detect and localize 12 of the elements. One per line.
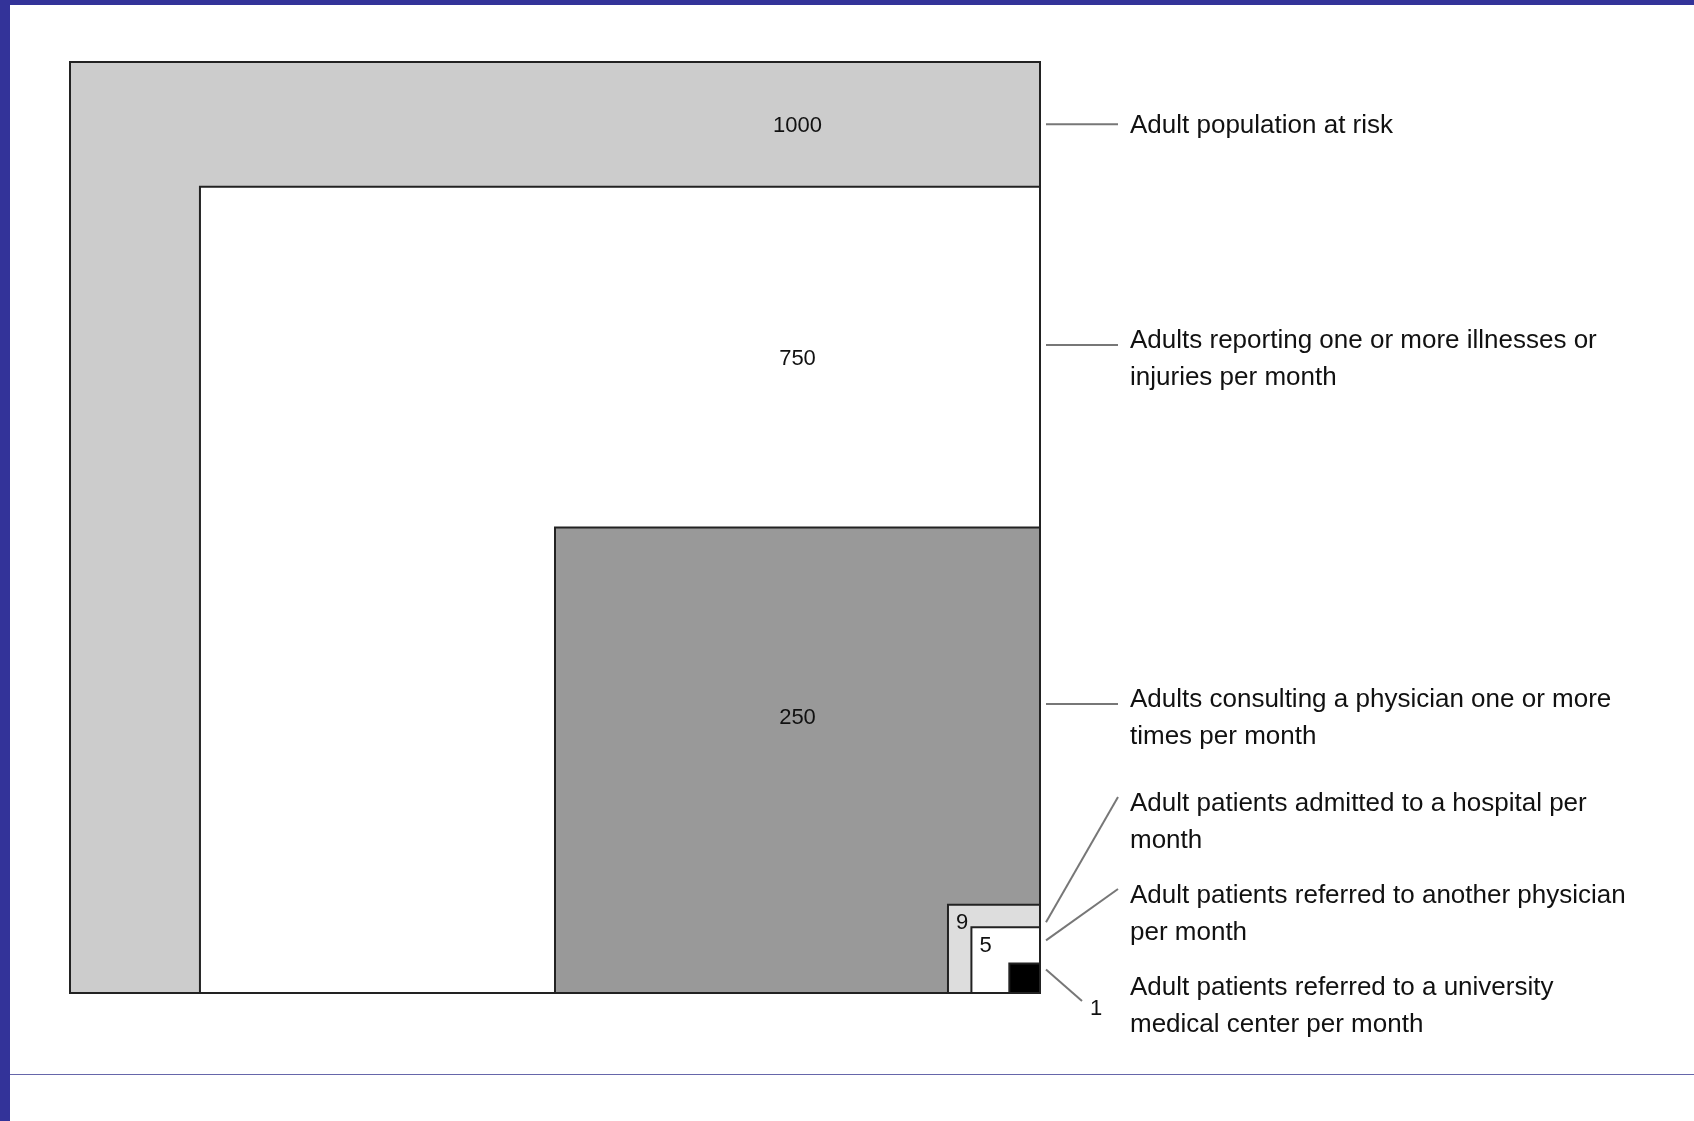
category-label: Adult population at risk [1130,109,1395,140]
data-label: 1 [1090,994,1103,1020]
data-label: 250 [779,703,816,729]
category-label: Adult patients admitted to a hospital per month [1130,786,1594,854]
data-label: 1000 [773,111,822,137]
data-label: 9 [955,909,969,935]
data-label: 5 [979,931,992,957]
data-label: 750 [779,344,816,370]
category-label: Adult patients referred to another physician per month [1130,878,1633,946]
category-label: Adults consulting a physician one or more times per month [1130,682,1619,750]
category-label: Adult patients referred to a university medical center per month [1130,970,1561,1038]
category-label: Adults reporting one or more illnesses or injuries per month [1130,323,1605,391]
